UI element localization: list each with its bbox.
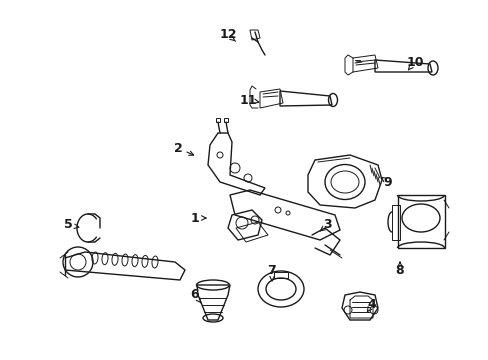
Text: 6: 6	[190, 288, 199, 302]
Text: 12: 12	[219, 28, 236, 41]
Text: 11: 11	[239, 94, 256, 107]
Text: 8: 8	[395, 264, 404, 276]
Text: 3: 3	[323, 219, 332, 231]
Text: 9: 9	[383, 175, 391, 189]
Text: 4: 4	[367, 298, 376, 311]
Text: 2: 2	[173, 141, 182, 154]
Text: 7: 7	[267, 264, 276, 276]
Text: 10: 10	[406, 55, 423, 68]
Text: 1: 1	[190, 211, 199, 225]
Text: 5: 5	[63, 219, 72, 231]
